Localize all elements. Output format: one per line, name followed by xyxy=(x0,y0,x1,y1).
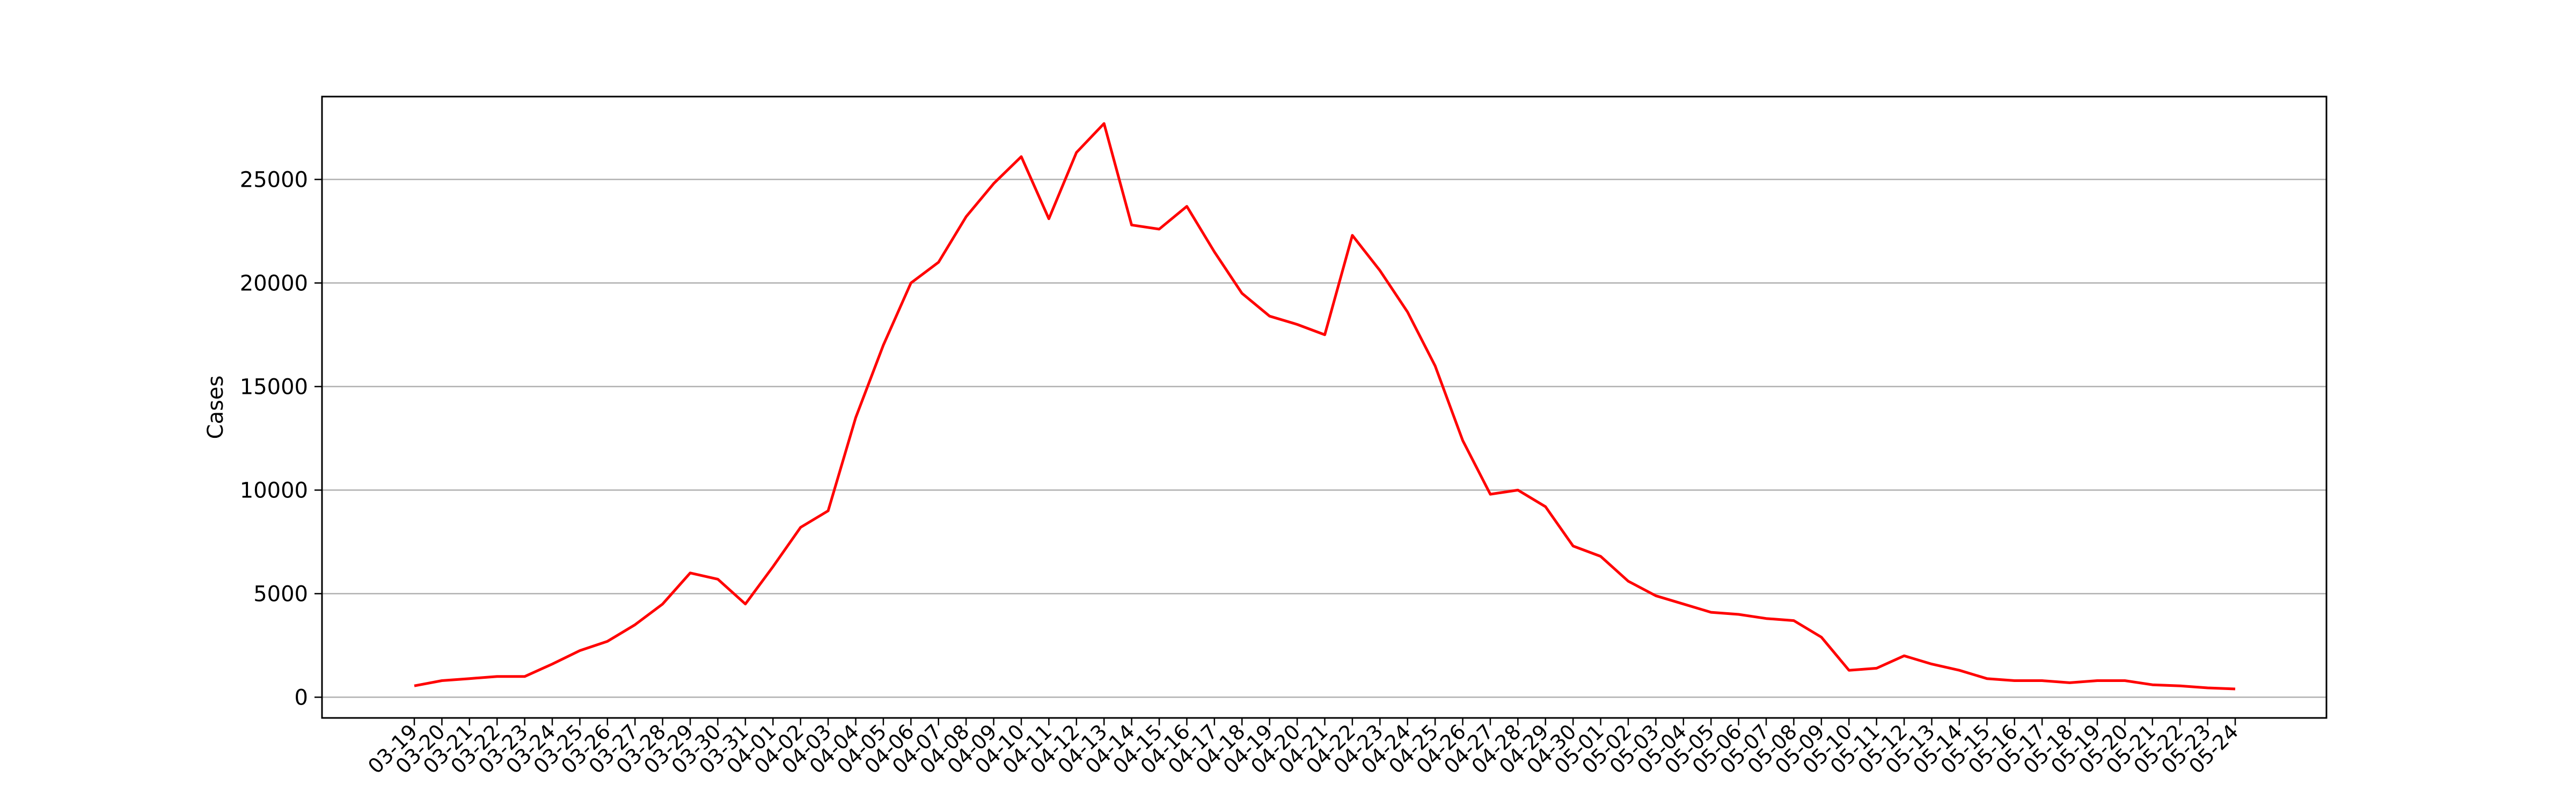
y-tick-label: 10000 xyxy=(240,478,308,503)
plot-frame xyxy=(321,96,2328,719)
axes xyxy=(314,96,2328,725)
y-tick-label: 15000 xyxy=(240,375,308,399)
gridlines xyxy=(322,179,2326,698)
y-tick-label: 0 xyxy=(295,685,308,710)
y-tick-label: 20000 xyxy=(240,271,308,296)
y-tick-label: 25000 xyxy=(240,167,308,192)
y-axis-label: Cases xyxy=(203,376,228,439)
series-line-0 xyxy=(414,122,2236,691)
series-lines xyxy=(414,122,2236,691)
y-tick-label: 5000 xyxy=(253,582,308,606)
labels: 050001000015000200002500003-1903-2003-21… xyxy=(203,167,2243,778)
